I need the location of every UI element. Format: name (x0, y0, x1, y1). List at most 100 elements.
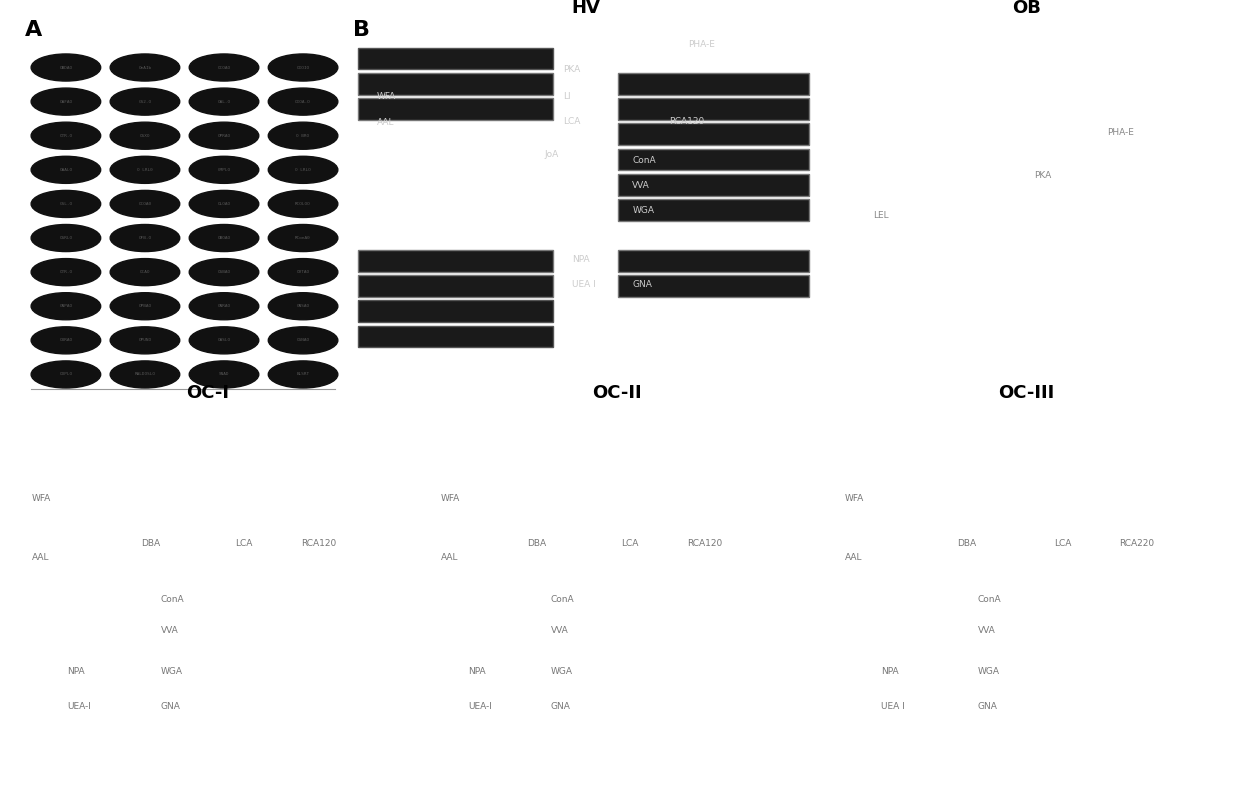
Ellipse shape (31, 361, 100, 388)
Bar (358, 73, 553, 95)
Ellipse shape (268, 54, 337, 81)
Text: LCA: LCA (1054, 539, 1071, 549)
Text: OLOAO: OLOAO (217, 202, 231, 206)
Ellipse shape (190, 156, 259, 184)
Ellipse shape (31, 258, 100, 286)
Ellipse shape (190, 122, 259, 149)
Text: ONRAO: ONRAO (217, 305, 231, 309)
Text: OCAO: OCAO (140, 270, 150, 274)
Ellipse shape (31, 156, 100, 184)
Text: RCA220: RCA220 (1118, 539, 1154, 549)
Text: OAFAO: OAFAO (60, 100, 72, 104)
Bar (619, 98, 808, 120)
Text: OSBAO: OSBAO (217, 270, 231, 274)
Text: OCOAO: OCOAO (217, 65, 231, 70)
Ellipse shape (190, 88, 259, 115)
Text: O LRL0: O LRL0 (138, 168, 153, 172)
Text: OMPLO: OMPLO (217, 168, 231, 172)
Text: LCA: LCA (236, 539, 253, 549)
Text: WGA: WGA (551, 667, 573, 676)
Bar (358, 98, 553, 120)
Text: OURAO: OURAO (60, 338, 72, 342)
Text: OASLO: OASLO (217, 338, 231, 342)
Text: NPA: NPA (880, 667, 899, 676)
Text: GNA: GNA (551, 702, 570, 710)
Text: O BRO: O BRO (296, 133, 310, 137)
Text: OIOIO: OIOIO (296, 65, 310, 70)
Ellipse shape (110, 258, 180, 286)
Ellipse shape (268, 361, 337, 388)
Text: UEA I: UEA I (880, 702, 905, 710)
Text: A: A (25, 20, 42, 39)
Ellipse shape (110, 293, 180, 319)
Ellipse shape (190, 258, 259, 286)
Ellipse shape (110, 156, 180, 184)
Text: OAL-O: OAL-O (217, 100, 231, 104)
Text: WGA: WGA (632, 206, 655, 215)
Ellipse shape (268, 293, 337, 319)
Bar (358, 301, 553, 322)
Ellipse shape (190, 54, 259, 81)
Ellipse shape (31, 54, 100, 81)
Bar (619, 73, 808, 95)
Ellipse shape (110, 225, 180, 251)
Text: OBOAO: OBOAO (217, 236, 231, 240)
Text: OeAIb: OeAIb (139, 65, 151, 70)
Bar (358, 326, 553, 347)
Text: ONPAO: ONPAO (60, 305, 72, 309)
Bar (619, 276, 808, 297)
Text: WFA: WFA (377, 92, 396, 101)
Text: GS2-O: GS2-O (139, 100, 151, 104)
Text: OTR-O: OTR-O (60, 133, 72, 137)
Text: RALDOSLO: RALDOSLO (134, 372, 155, 377)
Ellipse shape (268, 88, 337, 115)
Text: VVA: VVA (551, 626, 568, 635)
Ellipse shape (190, 293, 259, 319)
Text: NPA: NPA (572, 255, 589, 264)
Ellipse shape (190, 225, 259, 251)
Text: NPA: NPA (469, 667, 486, 676)
Ellipse shape (31, 327, 100, 354)
Text: AAL: AAL (377, 118, 394, 127)
Text: SNAD: SNAD (218, 372, 229, 377)
Text: OVTAO: OVTAO (296, 270, 310, 274)
Text: VVA: VVA (632, 181, 650, 190)
Text: PHA-E: PHA-E (688, 39, 715, 49)
Text: OPRAO: OPRAO (217, 133, 231, 137)
Text: OGNAO: OGNAO (296, 338, 310, 342)
Ellipse shape (190, 191, 259, 217)
Text: OC-I: OC-I (186, 384, 229, 402)
Ellipse shape (110, 122, 180, 149)
Text: OCOA0: OCOA0 (139, 202, 151, 206)
Text: UEA-I: UEA-I (67, 702, 91, 710)
Text: OC-III: OC-III (998, 384, 1054, 402)
Text: GNA: GNA (161, 702, 181, 710)
Text: UEA I: UEA I (572, 280, 595, 290)
Ellipse shape (268, 327, 337, 354)
Text: PKA: PKA (563, 65, 580, 74)
Text: WGA: WGA (977, 667, 999, 676)
Text: LEL: LEL (873, 211, 889, 220)
Text: HV: HV (572, 0, 600, 17)
Text: NPA: NPA (67, 667, 84, 676)
Text: LCA: LCA (563, 117, 580, 126)
Ellipse shape (268, 258, 337, 286)
Text: ConA: ConA (551, 594, 574, 604)
Text: UEA-I: UEA-I (469, 702, 492, 710)
Ellipse shape (31, 293, 100, 319)
Text: DBA: DBA (527, 539, 546, 549)
Text: AAL: AAL (844, 553, 862, 562)
Bar (619, 199, 808, 221)
Text: OSXO: OSXO (140, 133, 150, 137)
Text: ONSAO: ONSAO (296, 305, 310, 309)
Ellipse shape (31, 122, 100, 149)
Text: GNA: GNA (632, 280, 652, 290)
Text: WFA: WFA (32, 495, 51, 503)
Bar (619, 149, 808, 170)
Ellipse shape (190, 361, 259, 388)
Text: OSRLO: OSRLO (60, 236, 72, 240)
Ellipse shape (110, 54, 180, 81)
Text: OC-II: OC-II (591, 384, 642, 402)
Text: OAALO: OAALO (60, 168, 72, 172)
Text: AAL: AAL (32, 553, 50, 562)
